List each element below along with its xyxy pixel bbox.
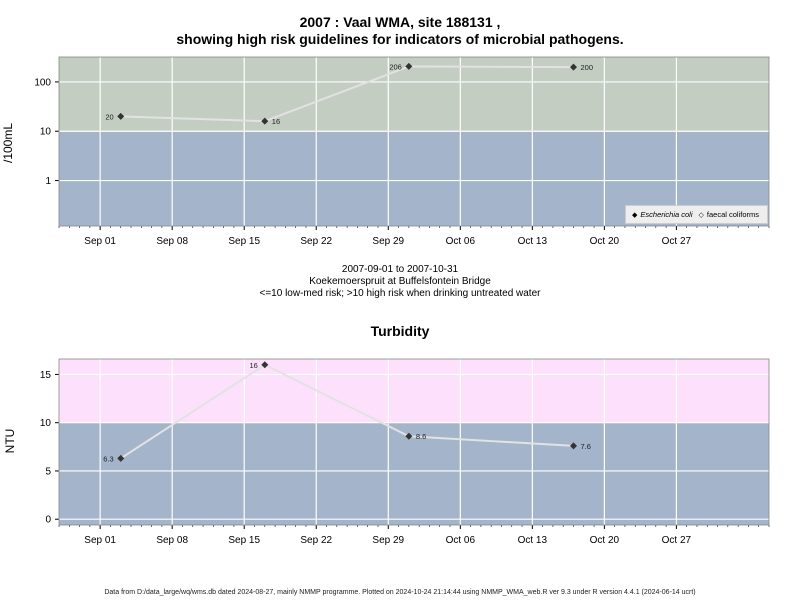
turbidity-chart: Sep 01 Sep 08 Sep 15 Sep 22 Sep 29 Oct 06 Oct … <box>40 358 770 546</box>
microbial-x-tick-label: Sep 01 <box>84 236 116 247</box>
turbidity-plot-frame <box>58 358 770 526</box>
turbidity-low-risk-band <box>59 422 769 525</box>
microbial-x-tick-label: Sep 29 <box>372 236 404 247</box>
turbidity-x-tick-label: Oct 06 <box>446 535 476 546</box>
microbial-data-point <box>405 62 413 70</box>
turbidity-y-tick-label: 10 <box>40 418 52 429</box>
microbial-data-label: 20 <box>105 112 113 121</box>
microbial-x-tick-label: Oct 13 <box>518 236 548 247</box>
legend-item-e-coli: ◆ Escherichia coli <box>632 210 693 219</box>
turbidity-x-tick-label: Sep 29 <box>372 535 404 546</box>
caption-date-range: 2007-09-01 to 2007-10-31 <box>341 264 459 275</box>
microbial-data-point <box>117 112 125 120</box>
turbidity-x-tick-label: Oct 27 <box>662 535 692 546</box>
turbidity-y-tick-label: 0 <box>45 515 51 526</box>
turbidity-data-point <box>261 361 269 369</box>
microbial-data-label: 200 <box>580 63 593 72</box>
turbidity-chart-title: Turbidity <box>370 323 430 339</box>
microbial-x-tick-label: Sep 15 <box>228 236 260 247</box>
microbial-x-tick-label: Sep 08 <box>156 236 188 247</box>
turbidity-x-tick-label: Sep 15 <box>228 535 260 546</box>
microbial-high-risk-band <box>59 57 769 132</box>
turbidity-x-tick-label: Sep 01 <box>84 535 116 546</box>
turbidity-data-point <box>569 442 577 450</box>
caption-site-name: Koekemoerspruit at Buffelsfontein Bridge <box>309 276 491 287</box>
turbidity-data-point <box>405 432 413 440</box>
turbidity-x-tick-label: Oct 20 <box>590 535 620 546</box>
microbial-x-tick-label: Sep 22 <box>300 236 332 247</box>
microbial-series-line <box>120 65 574 123</box>
turbidity-series-line <box>120 363 574 460</box>
microbial-chart: Sep 01 Sep 08 Sep 15 Sep 22 Sep 29 Oct 06 Oct … <box>34 56 770 247</box>
caption-risk-note: <=10 low-med risk; >10 high risk when dr… <box>259 288 541 299</box>
microbial-data-point <box>569 63 577 71</box>
turbidity-data-label: 7.6 <box>580 442 590 451</box>
turbidity-x-tick-label: Sep 08 <box>156 535 188 546</box>
microbial-legend: ◆ Escherichia coli ◇ faecal coliforms <box>625 205 768 224</box>
microbial-y-tick-label: 10 <box>40 127 52 138</box>
turbidity-data-label: 6.3 <box>103 454 113 463</box>
footer-note: Data from D:/data_large/wq/wms.db dated … <box>104 589 696 596</box>
microbial-data-point <box>261 117 269 125</box>
microbial-x-tick-label: Oct 20 <box>590 236 620 247</box>
microbial-x-tick-label: Oct 06 <box>446 236 476 247</box>
legend-marker-filled-diamond: ◆ <box>632 211 638 219</box>
legend-marker-open-diamond: ◇ <box>698 211 704 219</box>
microbial-data-label: 16 <box>272 117 280 126</box>
chart-title-line-2: showing high risk guidelines for indicat… <box>176 31 624 47</box>
turbidity-y-tick-label: 15 <box>40 370 52 381</box>
microbial-y-tick-label: 100 <box>34 77 51 88</box>
microbial-data-label: 206 <box>389 62 402 71</box>
chart-title-line-1: 2007 : Vaal WMA, site 188131 , <box>299 14 501 30</box>
turbidity-x-tick-label: Oct 13 <box>518 535 548 546</box>
microbial-plot-frame <box>58 56 770 227</box>
turbidity-high-risk-band <box>59 359 769 423</box>
legend-label-e-coli: Escherichia coli <box>640 210 693 219</box>
turbidity-data-label: 16 <box>249 361 257 370</box>
turbidity-y-tick-label: 5 <box>45 466 51 477</box>
turbidity-data-point <box>117 454 125 462</box>
microbial-y-tick-label: 1 <box>45 176 51 187</box>
turbidity-data-label: 8.6 <box>416 432 426 441</box>
legend-item-faecal-coliforms: ◇ faecal coliforms <box>699 210 760 219</box>
legend-label-faecal-coliforms: faecal coliforms <box>706 210 759 219</box>
turbidity-x-tick-label: Sep 22 <box>300 535 332 546</box>
microbial-x-tick-label: Oct 27 <box>662 236 692 247</box>
